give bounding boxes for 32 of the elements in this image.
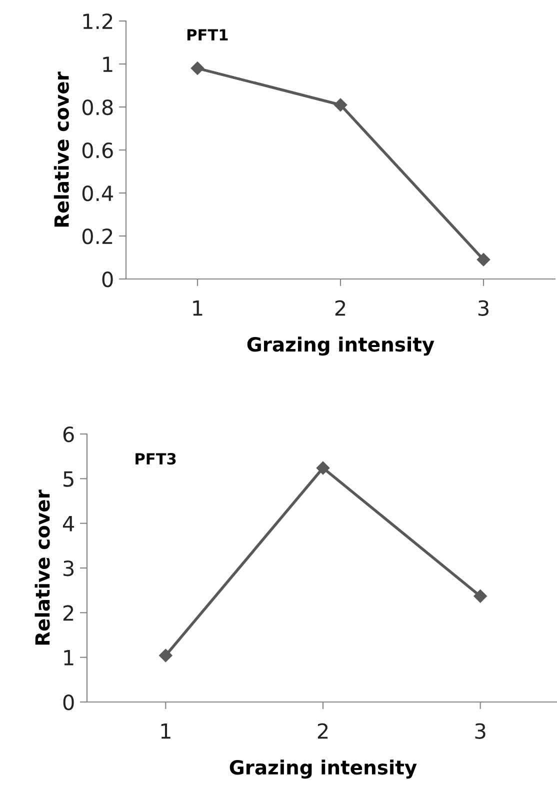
x-tick-label: 2 xyxy=(335,300,346,316)
x-axis-title: Grazing intensity xyxy=(230,760,417,779)
x-axis-title: Grazing intensity xyxy=(247,336,434,356)
point xyxy=(159,648,172,662)
y-tick-label: 0.6 xyxy=(82,142,113,158)
y-tick-label: 0 xyxy=(63,694,74,710)
chart-title: PFT1 xyxy=(187,29,228,40)
y-tick-label: 1 xyxy=(64,650,74,666)
y-axis-title: Relative cover xyxy=(34,490,50,645)
point xyxy=(474,590,487,603)
y-tick-label: 0 xyxy=(102,271,113,288)
text: PFT3 xyxy=(136,453,176,465)
y-axis-title: Relative cover xyxy=(54,72,69,227)
y-tick-label: 3 xyxy=(64,560,74,576)
x-tick-label: 3 xyxy=(475,723,486,739)
y-tick-label: 1.2 xyxy=(83,13,112,29)
point xyxy=(190,62,204,75)
y-tick-label: 5 xyxy=(64,471,74,487)
point xyxy=(334,98,348,112)
y-tick-label: 6 xyxy=(63,426,74,442)
x-tick-label: 3 xyxy=(478,300,488,316)
y-tick-label: 1 xyxy=(103,56,112,72)
y-tick-label: 4 xyxy=(62,516,74,532)
y-tick-label: 0.4 xyxy=(82,185,114,202)
point xyxy=(316,461,330,475)
y-tick-label: 2 xyxy=(63,605,74,621)
y-tick-label: 0.8 xyxy=(82,99,113,116)
x-tick-label: 2 xyxy=(318,723,328,739)
x-tick-label: 1 xyxy=(161,723,170,739)
x-tick-label: 1 xyxy=(193,300,202,316)
y-tick-label: 0.2 xyxy=(82,228,112,244)
point xyxy=(476,253,490,266)
